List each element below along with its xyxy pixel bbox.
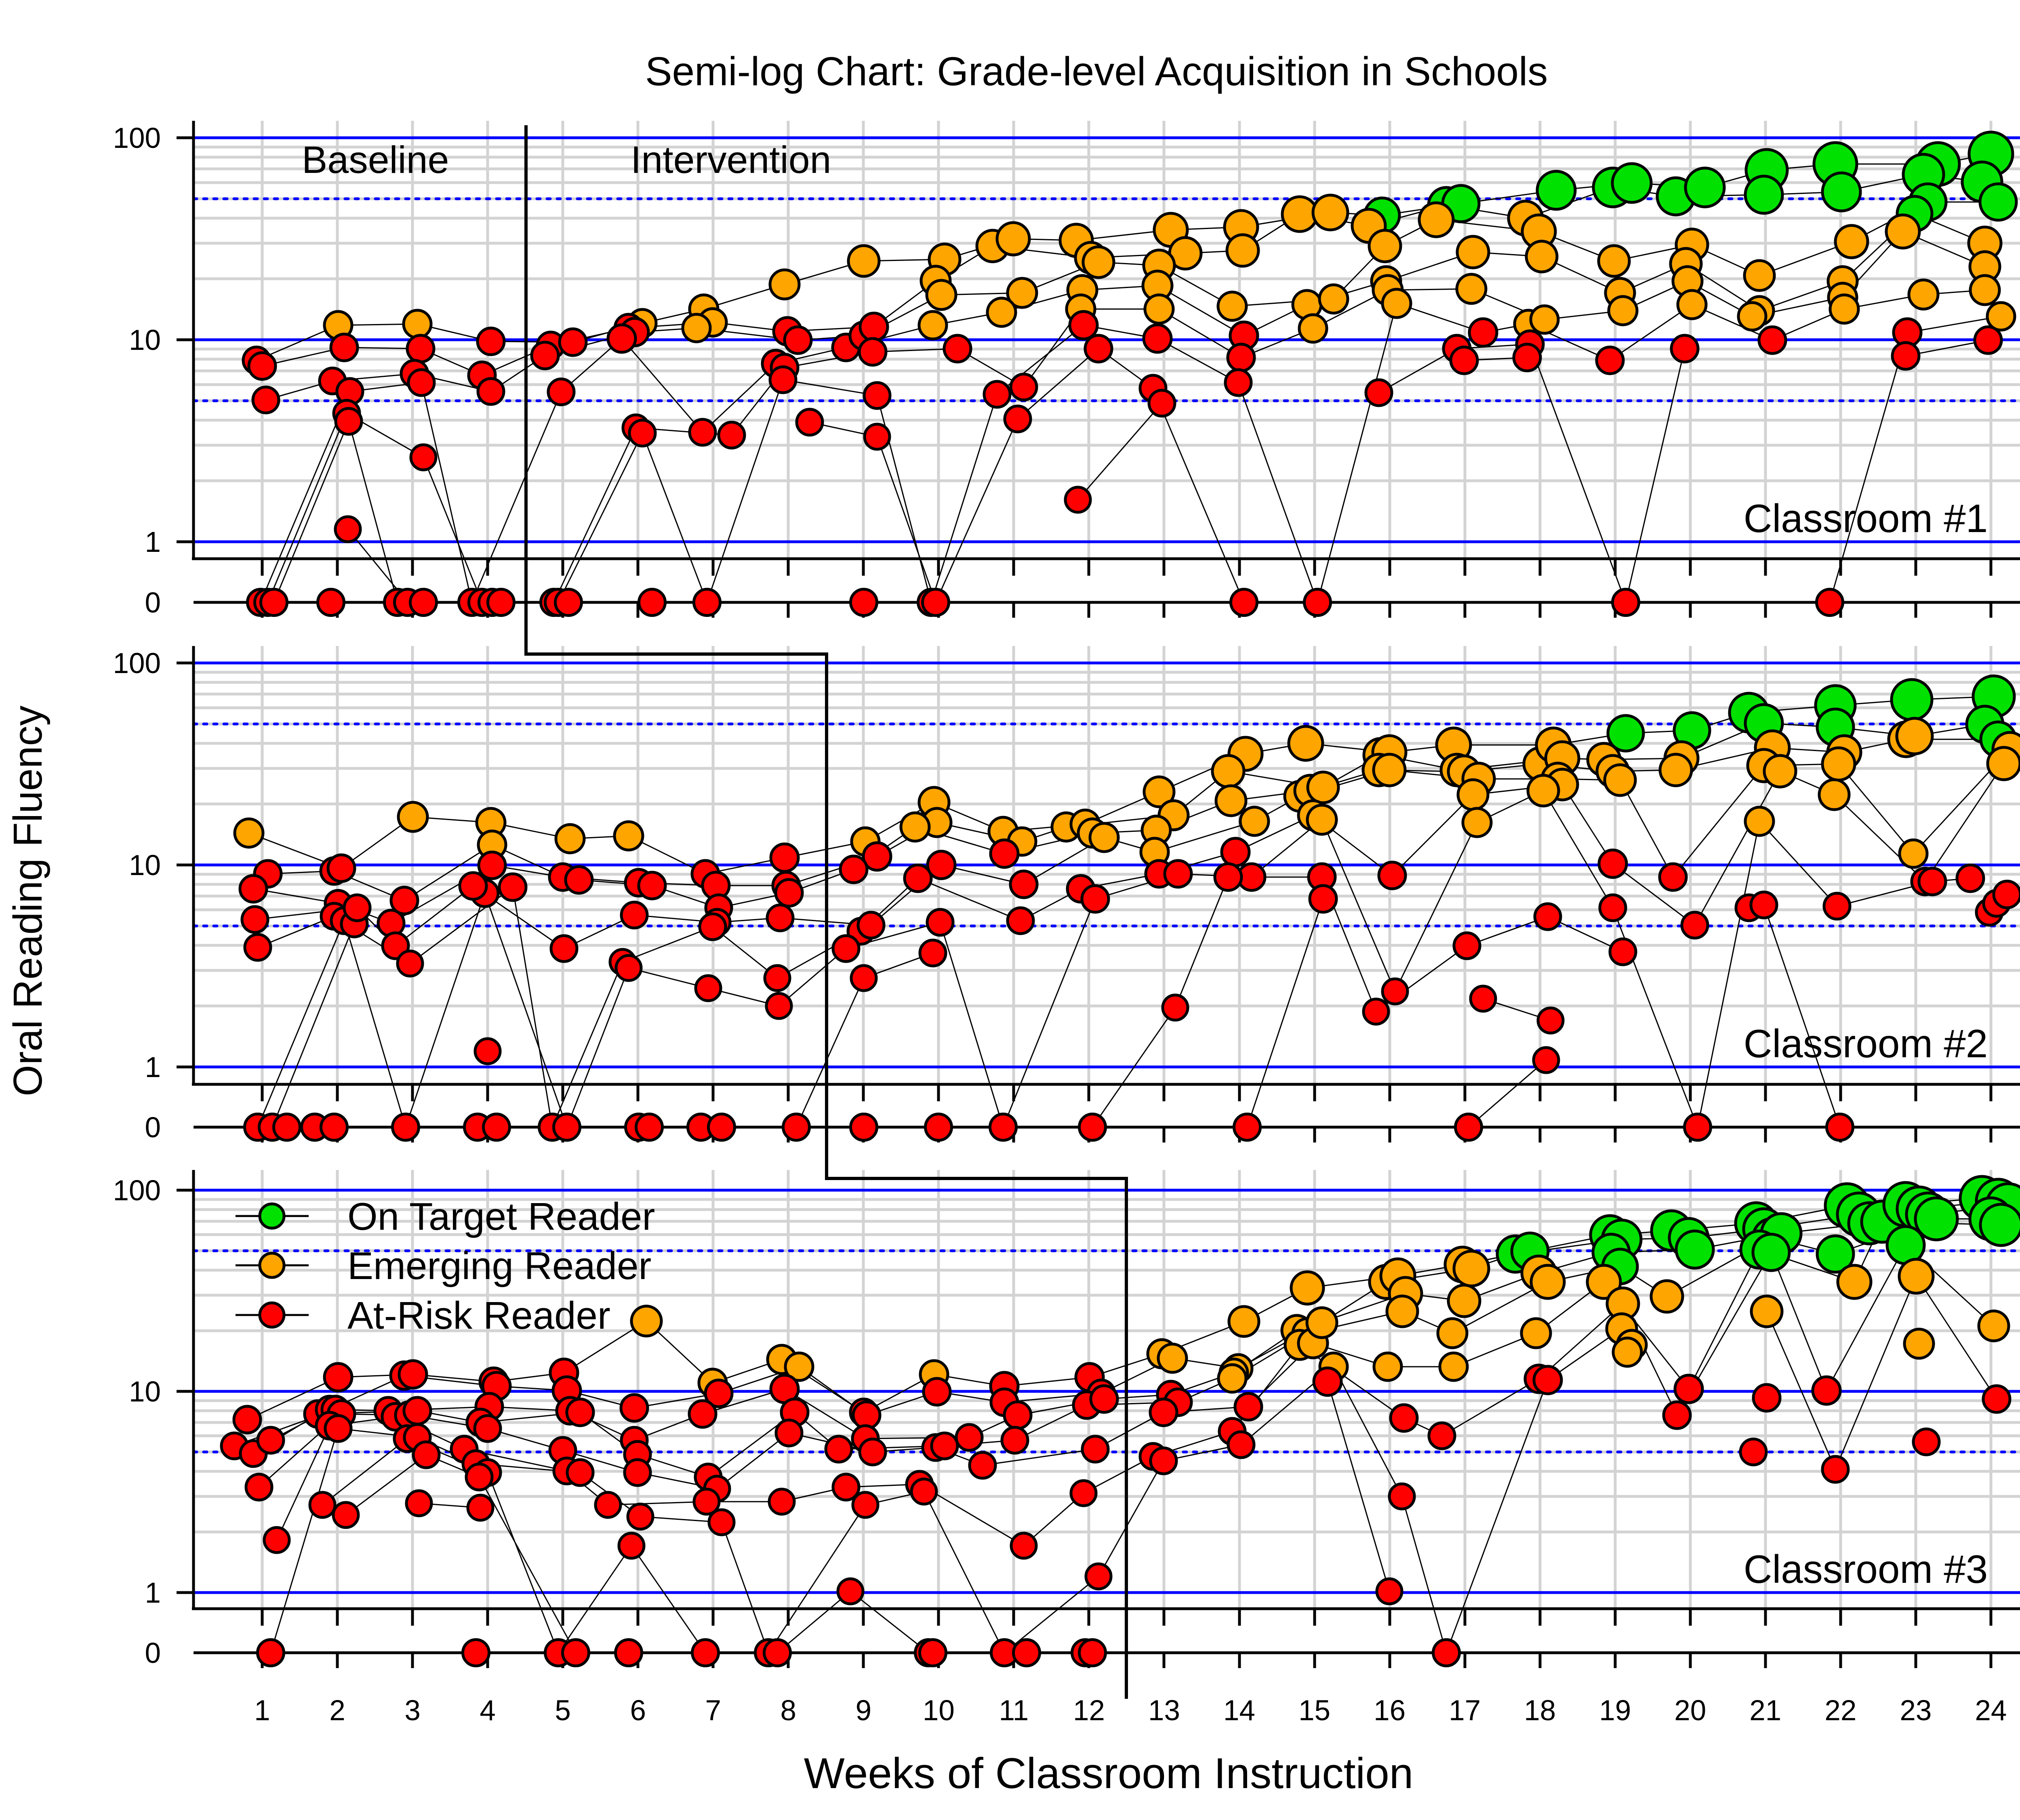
svg-text:Classroom #3: Classroom #3 xyxy=(1744,1547,1988,1591)
svg-text:14: 14 xyxy=(1223,1695,1255,1727)
svg-text:Semi-log Chart: Grade-level Ac: Semi-log Chart: Grade-level Acquisition … xyxy=(645,49,1548,94)
svg-text:24: 24 xyxy=(1975,1695,2007,1727)
svg-text:Classroom #1: Classroom #1 xyxy=(1744,496,1988,541)
svg-text:10: 10 xyxy=(129,1376,161,1408)
svg-text:11: 11 xyxy=(999,1695,1029,1727)
svg-text:23: 23 xyxy=(1900,1695,1932,1727)
svg-text:22: 22 xyxy=(1824,1695,1856,1727)
svg-text:1: 1 xyxy=(145,526,161,558)
svg-text:1: 1 xyxy=(145,1577,161,1609)
svg-text:19: 19 xyxy=(1599,1695,1631,1727)
svg-text:17: 17 xyxy=(1449,1695,1481,1727)
svg-text:Oral Reading Fluency: Oral Reading Fluency xyxy=(5,705,50,1096)
svg-text:Intervention: Intervention xyxy=(631,139,831,181)
svg-text:2: 2 xyxy=(329,1695,345,1727)
svg-text:12: 12 xyxy=(1073,1695,1105,1727)
svg-text:1: 1 xyxy=(145,1052,161,1084)
svg-text:8: 8 xyxy=(781,1695,797,1727)
svg-text:10: 10 xyxy=(923,1695,955,1727)
svg-text:3: 3 xyxy=(404,1695,421,1727)
svg-text:0: 0 xyxy=(145,1112,161,1144)
svg-text:100: 100 xyxy=(113,122,161,154)
svg-text:0: 0 xyxy=(145,587,161,619)
svg-text:10: 10 xyxy=(129,850,161,882)
svg-text:0: 0 xyxy=(145,1637,161,1669)
svg-text:21: 21 xyxy=(1749,1695,1781,1727)
svg-text:15: 15 xyxy=(1298,1695,1330,1727)
svg-text:4: 4 xyxy=(480,1695,496,1727)
svg-text:Baseline: Baseline xyxy=(302,139,449,181)
svg-text:100: 100 xyxy=(113,648,161,680)
svg-text:On Target Reader: On Target Reader xyxy=(347,1195,655,1238)
svg-text:16: 16 xyxy=(1374,1695,1406,1727)
svg-text:1: 1 xyxy=(254,1695,270,1727)
svg-text:Classroom #2: Classroom #2 xyxy=(1744,1021,1988,1066)
svg-text:18: 18 xyxy=(1524,1695,1556,1727)
svg-text:5: 5 xyxy=(555,1695,571,1727)
svg-text:Emerging Reader: Emerging Reader xyxy=(347,1244,651,1288)
svg-text:9: 9 xyxy=(856,1695,872,1727)
svg-text:10: 10 xyxy=(129,324,161,356)
svg-text:6: 6 xyxy=(630,1695,646,1727)
svg-text:7: 7 xyxy=(705,1695,721,1727)
svg-text:13: 13 xyxy=(1148,1695,1180,1727)
svg-text:100: 100 xyxy=(113,1175,161,1207)
svg-text:20: 20 xyxy=(1674,1695,1706,1727)
svg-text:At-Risk Reader: At-Risk Reader xyxy=(347,1294,610,1337)
svg-text:Weeks of Classroom Instruction: Weeks of Classroom Instruction xyxy=(804,1749,1413,1797)
